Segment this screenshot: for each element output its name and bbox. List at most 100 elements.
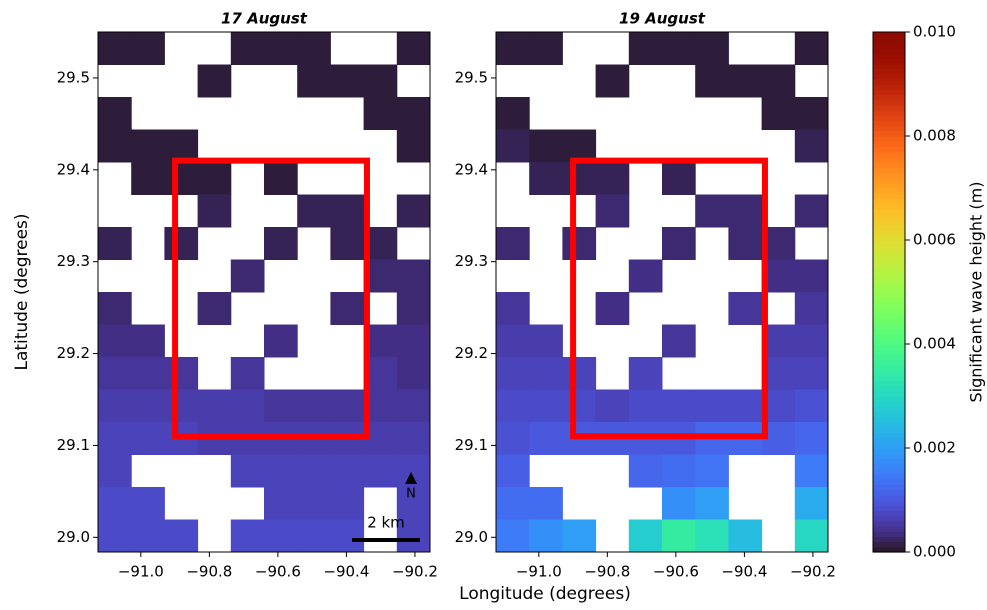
heatmap-cell (131, 130, 165, 163)
heatmap-cell (762, 65, 796, 98)
x-tick-label: −90.4 (721, 563, 767, 581)
heatmap-cell (728, 195, 762, 228)
north-label: N (406, 487, 416, 502)
colorbar-segment (873, 375, 905, 381)
colorbar-segment (873, 120, 905, 126)
heatmap-cell (496, 455, 530, 488)
heatmap-cell (231, 260, 265, 293)
heatmap-cell (629, 455, 663, 488)
heatmap-cell (728, 520, 762, 553)
heatmap-cell (330, 520, 364, 553)
colorbar-segment (873, 89, 905, 95)
heatmap-cell (496, 325, 530, 358)
colorbar-segment (873, 183, 905, 189)
heatmap-cell (164, 162, 198, 195)
x-tick-label: −91.0 (516, 563, 562, 581)
colorbar-segment (873, 318, 905, 324)
heatmap-cell (795, 487, 829, 520)
heatmap-cell (264, 162, 298, 195)
heatmap-cell (397, 195, 431, 228)
heatmap-cell (728, 292, 762, 325)
panel-title: 17 August (221, 10, 308, 28)
colorbar-segment (873, 490, 905, 496)
heatmap-cell (496, 390, 530, 423)
heatmap-cell (662, 390, 696, 423)
heatmap-cell (695, 390, 729, 423)
colorbar-segment (873, 193, 905, 199)
y-tick-label: 29.0 (57, 528, 90, 546)
colorbar-segment (873, 224, 905, 230)
colorbar-segment (873, 453, 905, 459)
colorbar-segment (873, 157, 905, 163)
colorbar-segment (873, 63, 905, 69)
heatmap-cell (231, 357, 265, 390)
colorbar-tick-label: 0.002 (913, 439, 956, 457)
colorbar-segment (873, 287, 905, 293)
figure: Longitude (degrees) Latitude (degrees) −… (0, 0, 987, 610)
colorbar-segment (873, 510, 905, 516)
heatmap-cell (98, 325, 132, 358)
colorbar-segment (873, 526, 905, 532)
y-tick-label: 29.0 (455, 528, 488, 546)
colorbar-segment (873, 443, 905, 449)
heatmap-cell (629, 260, 663, 293)
heatmap-cell (98, 130, 132, 163)
heatmap-cell (98, 292, 132, 325)
colorbar-segment (873, 344, 905, 350)
heatmap-cell (629, 357, 663, 390)
heatmap-cell (529, 487, 563, 520)
heatmap-cell (297, 32, 331, 65)
heatmap-cell (562, 520, 596, 553)
heatmap-cell (795, 520, 829, 553)
heatmap-cell (596, 195, 630, 228)
colorbar-segment (873, 542, 905, 548)
heatmap-cell (662, 487, 696, 520)
heatmap-cell (496, 130, 530, 163)
heatmap-cell (629, 390, 663, 423)
heatmap-cell (264, 227, 298, 260)
colorbar-segment (873, 448, 905, 454)
heatmap-cell (131, 357, 165, 390)
y-tick-label: 29.4 (455, 160, 488, 178)
heatmap-cell (397, 97, 431, 130)
colorbar-segment (873, 245, 905, 251)
colorbar-segment (873, 391, 905, 397)
heatmap-cell (264, 487, 298, 520)
colorbar-segment (873, 152, 905, 158)
colorbar-segment (873, 235, 905, 241)
colorbar-tick-label: 0.010 (913, 23, 956, 41)
colorbar-segment (873, 53, 905, 59)
heatmap-cell (231, 390, 265, 423)
x-axis-label: Longitude (degrees) (459, 584, 631, 604)
heatmap-cell (562, 390, 596, 423)
colorbar-segment (873, 474, 905, 480)
x-tick-label: −90.2 (790, 563, 836, 581)
heatmap-cell (330, 487, 364, 520)
heatmap-cell (297, 520, 331, 553)
heatmap-cell (728, 227, 762, 260)
colorbar-segment (873, 464, 905, 470)
colorbar-segment (873, 105, 905, 111)
heatmap-cell (164, 390, 198, 423)
heatmap-cell (695, 195, 729, 228)
colorbar-segment (873, 100, 905, 106)
heatmap-cell (98, 487, 132, 520)
heatmap-cell (131, 520, 165, 553)
heatmap-cell (695, 520, 729, 553)
heatmap-cell (795, 260, 829, 293)
heatmap-cell (98, 32, 132, 65)
heatmap-cell (264, 520, 298, 553)
heatmap-cell (198, 162, 232, 195)
heatmap-cell (695, 455, 729, 488)
heatmap-cell (364, 65, 398, 98)
heatmap-cell (164, 357, 198, 390)
heatmap-cell (264, 32, 298, 65)
x-tick-label: −90.6 (255, 563, 301, 581)
heatmap-cell (297, 65, 331, 98)
heatmap-cell (562, 227, 596, 260)
heatmap-cell (662, 32, 696, 65)
heatmap-cell (795, 390, 829, 423)
colorbar-segment (873, 396, 905, 402)
heatmap-cell (164, 227, 198, 260)
colorbar-segment (873, 354, 905, 360)
